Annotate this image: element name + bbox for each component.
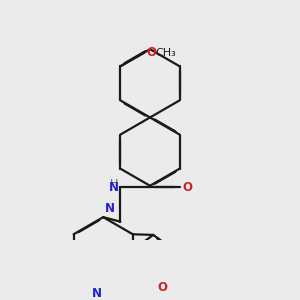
Text: CH₃: CH₃ — [155, 48, 176, 58]
Text: O: O — [182, 181, 192, 194]
Text: O: O — [146, 46, 156, 59]
Text: N: N — [109, 181, 118, 194]
Text: O: O — [157, 281, 167, 294]
Text: N: N — [105, 202, 115, 215]
Text: N: N — [92, 287, 101, 300]
Text: H: H — [110, 179, 118, 189]
